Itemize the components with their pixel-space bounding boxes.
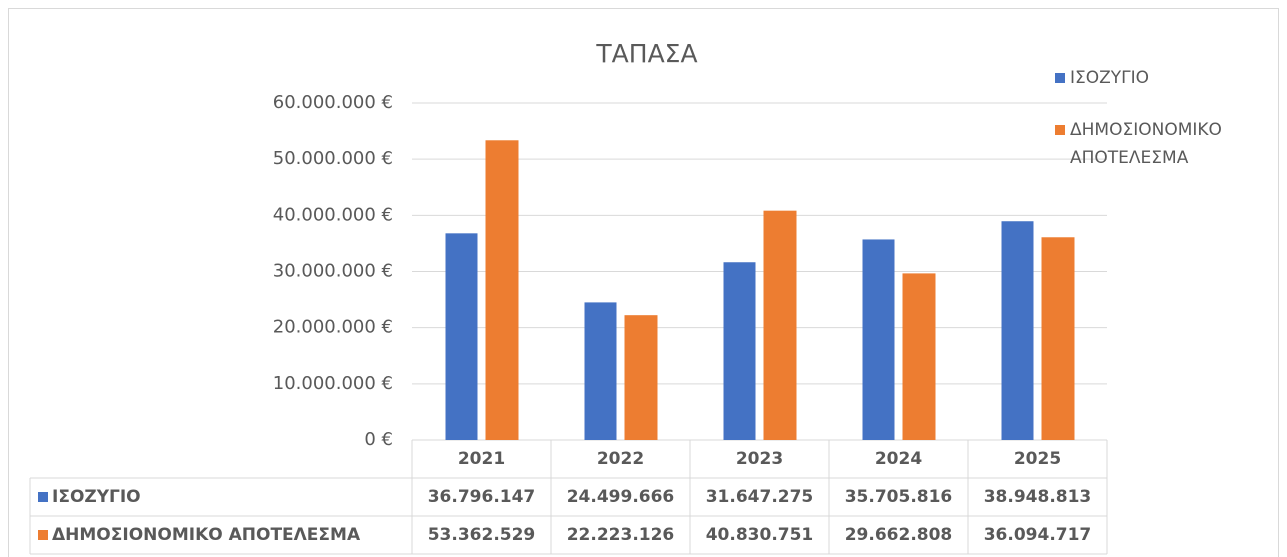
table-row-label: ΔΗΜΟΣΙΟΝΟΜΙΚΟ ΑΠΟΤΕΛΕΣΜΑ [52,525,361,545]
table-legend-key [38,492,48,502]
bar [1001,221,1034,440]
data-label: 31.647.275 [706,487,814,507]
x-tick-label: 2021 [458,449,505,469]
y-tick-label: 60.000.000 € [273,92,393,113]
legend-key [1055,125,1065,135]
bar [902,273,936,440]
bar [723,262,756,440]
bar [862,239,895,440]
data-label: 36.796.147 [428,487,536,507]
chart-title: ΤΑΠΑΣΑ [595,39,697,68]
legend-label: ΙΣΟΖΥΓΙΟ [1070,68,1150,88]
y-tick-label: 40.000.000 € [273,204,393,225]
data-label: 38.948.813 [984,487,1092,507]
data-label: 53.362.529 [428,525,536,545]
y-tick-label: 0 € [364,429,393,450]
bar [763,210,797,440]
bar [1041,237,1075,440]
x-tick-label: 2024 [875,449,922,469]
data-label: 29.662.808 [845,525,953,545]
bar [584,302,617,440]
y-tick-label: 20.000.000 € [273,317,393,338]
bar [624,315,658,440]
table-row-label: ΙΣΟΖΥΓΙΟ [52,487,141,507]
table-legend-key [38,530,48,540]
data-label: 24.499.666 [567,487,675,507]
y-tick-label: 50.000.000 € [273,148,393,169]
x-tick-label: 2023 [736,449,783,469]
data-label: 36.094.717 [984,525,1092,545]
data-label: 40.830.751 [706,525,814,545]
x-tick-label: 2025 [1014,449,1061,469]
bar [485,140,519,440]
legend-key [1055,73,1065,83]
x-tick-label: 2022 [597,449,644,469]
y-tick-label: 10.000.000 € [273,373,393,394]
y-tick-label: 30.000.000 € [273,261,393,282]
legend-label: ΔΗΜΟΣΙΟΝΟΜΙΚΟ ΑΠΟΤΕΛΕΣΜΑ [1070,120,1222,168]
data-label: 35.705.816 [845,487,953,507]
data-label: 22.223.126 [567,525,675,545]
chart-border [8,8,1279,557]
bar [445,233,478,440]
